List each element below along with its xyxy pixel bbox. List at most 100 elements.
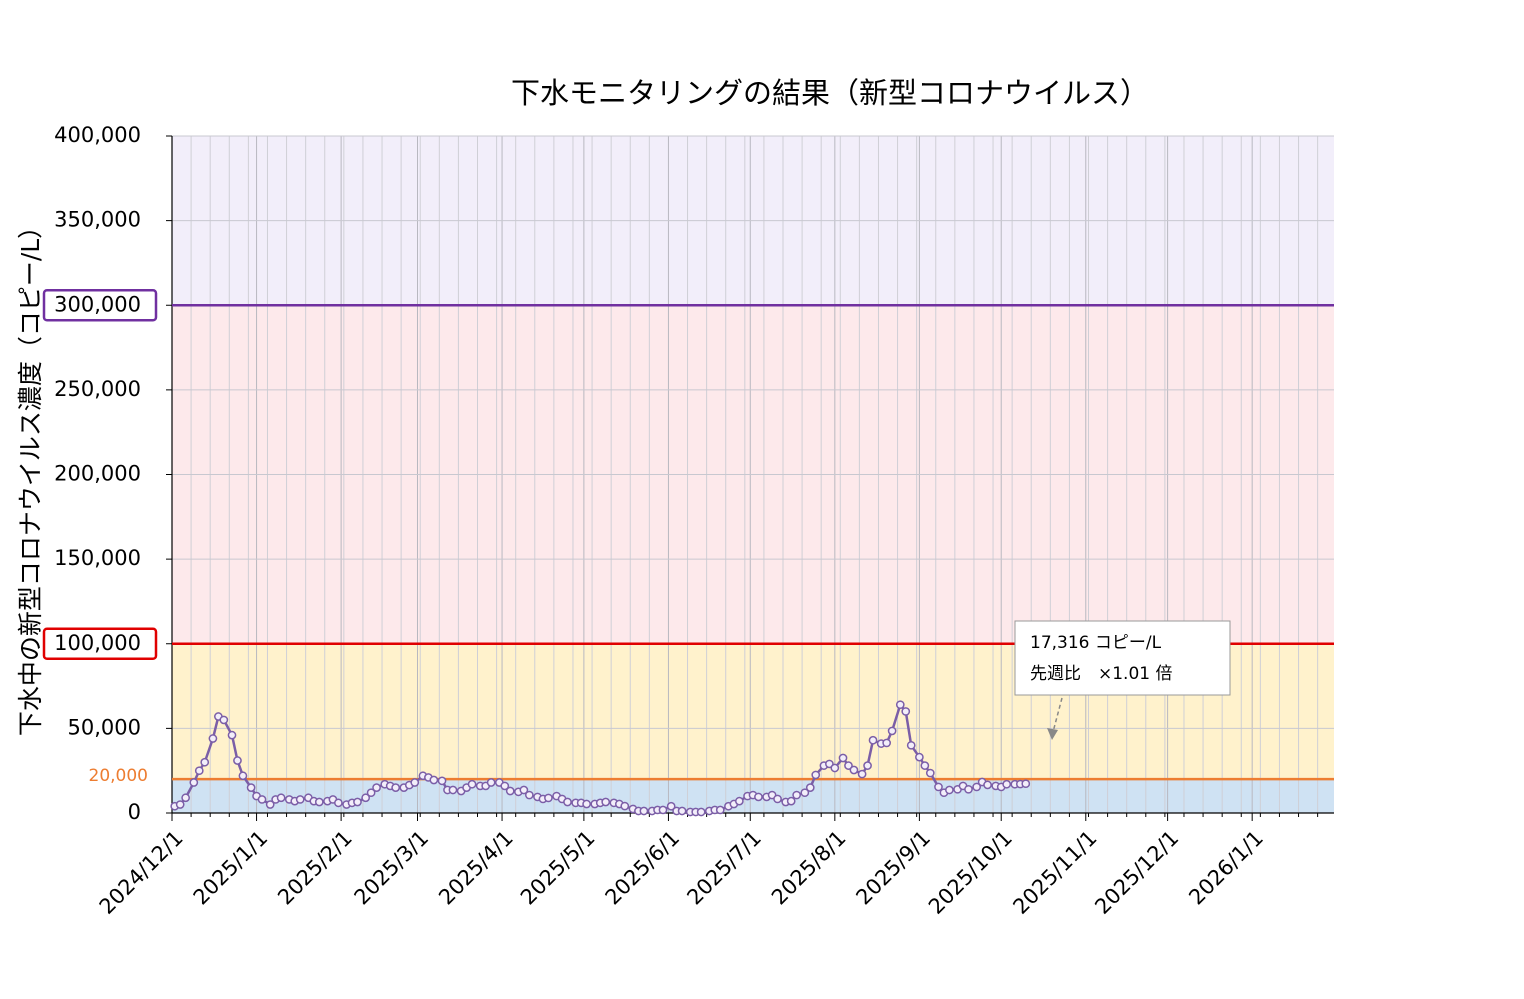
point bbox=[391, 783, 401, 792]
point bbox=[677, 806, 687, 816]
point bbox=[830, 763, 840, 773]
point bbox=[467, 779, 477, 789]
point bbox=[208, 734, 218, 743]
point bbox=[189, 778, 199, 787]
point bbox=[964, 784, 973, 794]
point bbox=[857, 769, 867, 779]
x-tick-label: 2025/5/1 bbox=[516, 826, 600, 910]
annotation-line: 先週比 ×1.01 倍 bbox=[1030, 664, 1173, 684]
x-tick-label: 2025/7/1 bbox=[682, 826, 766, 910]
point bbox=[620, 801, 630, 811]
x-tick-label: 2025/12/1 bbox=[1090, 826, 1183, 919]
y-tick-label: 200,000 bbox=[54, 462, 141, 486]
x-tick-label: 2025/3/1 bbox=[350, 826, 434, 910]
point bbox=[805, 783, 815, 792]
point bbox=[773, 794, 782, 804]
point bbox=[920, 761, 930, 770]
point bbox=[429, 775, 439, 785]
point bbox=[505, 786, 515, 796]
point bbox=[838, 753, 848, 763]
y-tick-label: 150,000 bbox=[54, 546, 141, 570]
point bbox=[314, 797, 324, 807]
y-tick-label: 400,000 bbox=[54, 123, 141, 147]
point bbox=[800, 788, 810, 798]
x-tick-label: 2025/9/1 bbox=[851, 826, 935, 910]
point bbox=[601, 797, 611, 807]
point bbox=[868, 735, 878, 745]
point bbox=[849, 765, 859, 775]
point bbox=[372, 783, 381, 792]
point bbox=[696, 807, 706, 817]
x-tick-label: 2026/1/1 bbox=[1184, 826, 1268, 910]
point bbox=[194, 766, 204, 776]
grid bbox=[171, 135, 1334, 817]
annotation-arrow bbox=[1052, 697, 1063, 733]
point bbox=[934, 782, 943, 792]
point bbox=[246, 783, 256, 792]
point bbox=[219, 715, 229, 725]
chart-title: 下水モニタリングの結果（新型コロナウイルス） bbox=[511, 76, 1149, 110]
point bbox=[666, 801, 676, 811]
point bbox=[486, 778, 496, 787]
y-tick-label: 100,000 bbox=[54, 631, 141, 655]
point bbox=[895, 700, 905, 710]
point bbox=[915, 752, 924, 762]
threshold-tick-box bbox=[42, 627, 158, 660]
x-tick-label: 2025/2/1 bbox=[273, 826, 357, 910]
point bbox=[786, 796, 796, 806]
point bbox=[1021, 779, 1031, 789]
threshold-tick-box bbox=[42, 289, 158, 322]
point bbox=[437, 776, 447, 786]
y-tick-label: 50,000 bbox=[68, 715, 141, 739]
point bbox=[844, 761, 853, 770]
point bbox=[906, 740, 916, 750]
threshold-label: 20,000 bbox=[89, 766, 148, 786]
point bbox=[181, 793, 190, 803]
point bbox=[901, 707, 911, 716]
y-tick-label: 350,000 bbox=[54, 208, 141, 232]
point bbox=[882, 738, 892, 748]
point bbox=[925, 768, 935, 778]
x-tick-label: 2025/6/1 bbox=[601, 826, 685, 910]
point bbox=[863, 761, 872, 770]
annotation-line: 17,316 コピー/L bbox=[1030, 633, 1162, 653]
annotation-box bbox=[1014, 620, 1231, 696]
point bbox=[658, 805, 668, 815]
point bbox=[334, 798, 343, 808]
annotation-arrowhead bbox=[1047, 728, 1058, 740]
point bbox=[519, 785, 529, 795]
point bbox=[276, 793, 286, 803]
point bbox=[500, 781, 510, 791]
point bbox=[524, 790, 534, 800]
x-tick-label: 2025/1/1 bbox=[189, 826, 273, 910]
point bbox=[1002, 779, 1012, 789]
point bbox=[295, 795, 305, 804]
point bbox=[983, 780, 992, 790]
y-tick-label: 300,000 bbox=[54, 292, 141, 316]
x-tick-label: 2025/11/1 bbox=[1008, 826, 1101, 919]
point bbox=[200, 757, 210, 767]
point bbox=[945, 785, 954, 795]
point bbox=[265, 800, 275, 809]
y-tick-label: 0 bbox=[128, 800, 141, 824]
point bbox=[175, 800, 185, 809]
point bbox=[811, 770, 821, 780]
point bbox=[257, 795, 267, 804]
point bbox=[972, 782, 982, 792]
point bbox=[582, 799, 591, 809]
x-tick-label: 2025/4/1 bbox=[434, 826, 518, 910]
point bbox=[238, 771, 248, 781]
y-tick-label: 250,000 bbox=[54, 377, 141, 401]
point bbox=[715, 805, 725, 815]
point bbox=[361, 793, 371, 803]
point bbox=[233, 756, 242, 765]
point bbox=[544, 793, 553, 803]
point bbox=[448, 785, 458, 795]
point bbox=[754, 792, 763, 802]
point bbox=[639, 806, 649, 816]
x-tick-label: 2025/10/1 bbox=[924, 826, 1017, 919]
y-axis-label: 下水中の新型コロナウイルス濃度（コピー/L） bbox=[16, 214, 45, 736]
point bbox=[563, 797, 572, 807]
x-tick-label: 2025/8/1 bbox=[767, 826, 851, 910]
